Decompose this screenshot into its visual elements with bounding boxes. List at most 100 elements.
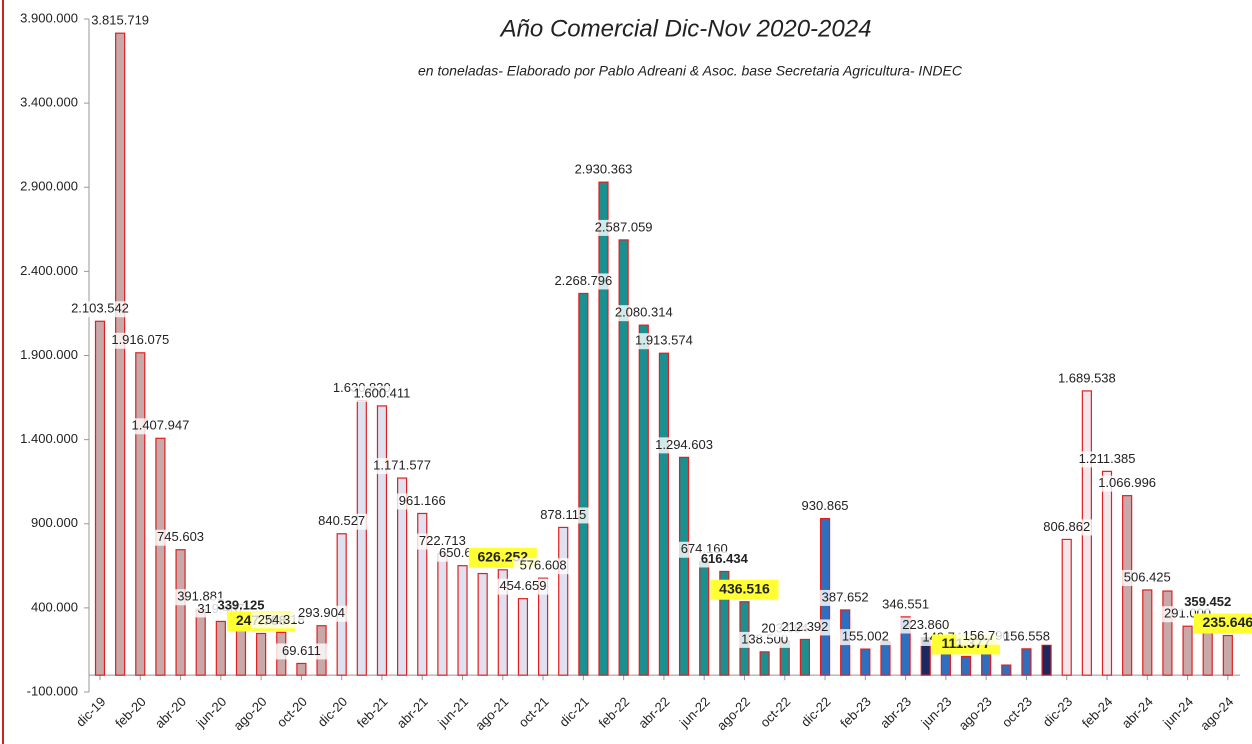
label-bg (351, 385, 412, 402)
label-bg (553, 273, 614, 290)
label-bg (311, 513, 372, 530)
bar (497, 569, 508, 676)
bar (115, 32, 126, 676)
data-label: 235.646 (1203, 614, 1252, 630)
y-tick-label: 2.400.000 (20, 263, 78, 278)
data-label: 2.930.363 (575, 162, 633, 177)
y-tick-label: 1.400.000 (20, 431, 78, 446)
data-label: 223.860 (902, 617, 949, 632)
label-bg (654, 437, 715, 454)
bar (1001, 664, 1012, 676)
label-highlight (710, 579, 779, 600)
label-bg (533, 507, 594, 524)
data-label: 454.659 (499, 578, 546, 593)
bar (960, 655, 972, 676)
label-bg (895, 617, 956, 634)
bar (699, 561, 710, 676)
bar (860, 648, 871, 676)
label-bg (271, 643, 332, 660)
bar (900, 616, 911, 676)
data-label: 1.916.075 (111, 332, 169, 347)
note: en toneladas- Elaborado por Pablo Adrean… (418, 63, 963, 79)
label-bg (815, 589, 876, 606)
label-bg (1077, 451, 1137, 468)
label-bg (110, 332, 171, 349)
bar (155, 437, 166, 676)
bar (1162, 590, 1173, 676)
bar (256, 632, 267, 676)
label-highlight (1193, 613, 1252, 634)
y-tick-label: 2.900.000 (20, 179, 78, 194)
data-label: 878.115 (540, 507, 586, 522)
bar (195, 608, 206, 676)
data-label: 346.551 (882, 596, 929, 611)
bar (759, 651, 770, 676)
bar (618, 239, 629, 676)
label-bg (150, 529, 211, 546)
data-label: 69.611 (282, 643, 321, 658)
bar (638, 324, 649, 676)
data-label: 2.587.059 (595, 219, 653, 234)
label-bg (795, 498, 856, 515)
bar (1222, 634, 1233, 676)
label-bg (392, 493, 453, 510)
bar (376, 405, 388, 676)
data-label: 1.407.947 (131, 418, 189, 433)
data-label: 1.211.385 (1079, 451, 1136, 466)
label-bg (1056, 370, 1117, 387)
data-label: 436.516 (719, 580, 770, 596)
bar (397, 477, 408, 676)
data-label: 1.294.603 (655, 437, 713, 452)
data-label: 156.558 (1003, 628, 1050, 643)
data-label: 840.527 (318, 513, 365, 528)
label-bg (774, 619, 835, 636)
data-label: 806.862 (1043, 519, 1090, 534)
bar (1061, 538, 1072, 676)
label-bg (1177, 594, 1238, 611)
bar (558, 526, 569, 676)
bar (658, 352, 670, 676)
bar (135, 352, 146, 676)
label-bg (996, 628, 1057, 645)
bar (678, 456, 690, 676)
y-tick-label: -100.000 (27, 683, 78, 698)
label-bg (593, 219, 654, 236)
data-label: 745.603 (157, 529, 204, 544)
label-bg (372, 458, 433, 475)
bar (880, 640, 891, 676)
data-label: 155.002 (842, 629, 889, 644)
label-bg (573, 162, 634, 179)
data-label: 2.103.542 (71, 301, 129, 316)
bar (215, 620, 226, 676)
data-label: 339.125 (217, 598, 264, 613)
data-label: 3.815.719 (91, 13, 149, 28)
data-label: 722.713 (419, 533, 466, 548)
bar (537, 577, 549, 676)
label-bg (1036, 519, 1097, 536)
data-label: 2.080.314 (615, 305, 673, 320)
label-bg (694, 551, 755, 568)
data-label: 1.689.538 (1058, 370, 1116, 385)
label-bg (513, 558, 574, 575)
data-label: 961.166 (399, 493, 446, 508)
data-label: 387.652 (822, 589, 869, 604)
data-label: 212.392 (781, 619, 828, 634)
data-label: 1.066.996 (1098, 475, 1156, 490)
bar (1021, 648, 1032, 676)
data-label: 359.452 (1184, 594, 1231, 609)
y-tick-label: 3.400.000 (20, 95, 78, 110)
label-bg (875, 596, 936, 613)
bar (1101, 470, 1113, 676)
y-tick-label: 900.000 (31, 515, 78, 530)
data-label: 1.600.411 (354, 385, 411, 400)
data-label: 293.904 (298, 605, 345, 620)
data-label: 1.913.574 (635, 333, 693, 348)
label-bg (210, 598, 271, 615)
bar (296, 662, 307, 676)
bar (175, 549, 186, 676)
bar (1182, 625, 1193, 676)
subtitle: Año Comercial Dic-Nov 2020-2024 (499, 15, 872, 42)
label-bg (130, 418, 191, 435)
bar (799, 638, 811, 676)
